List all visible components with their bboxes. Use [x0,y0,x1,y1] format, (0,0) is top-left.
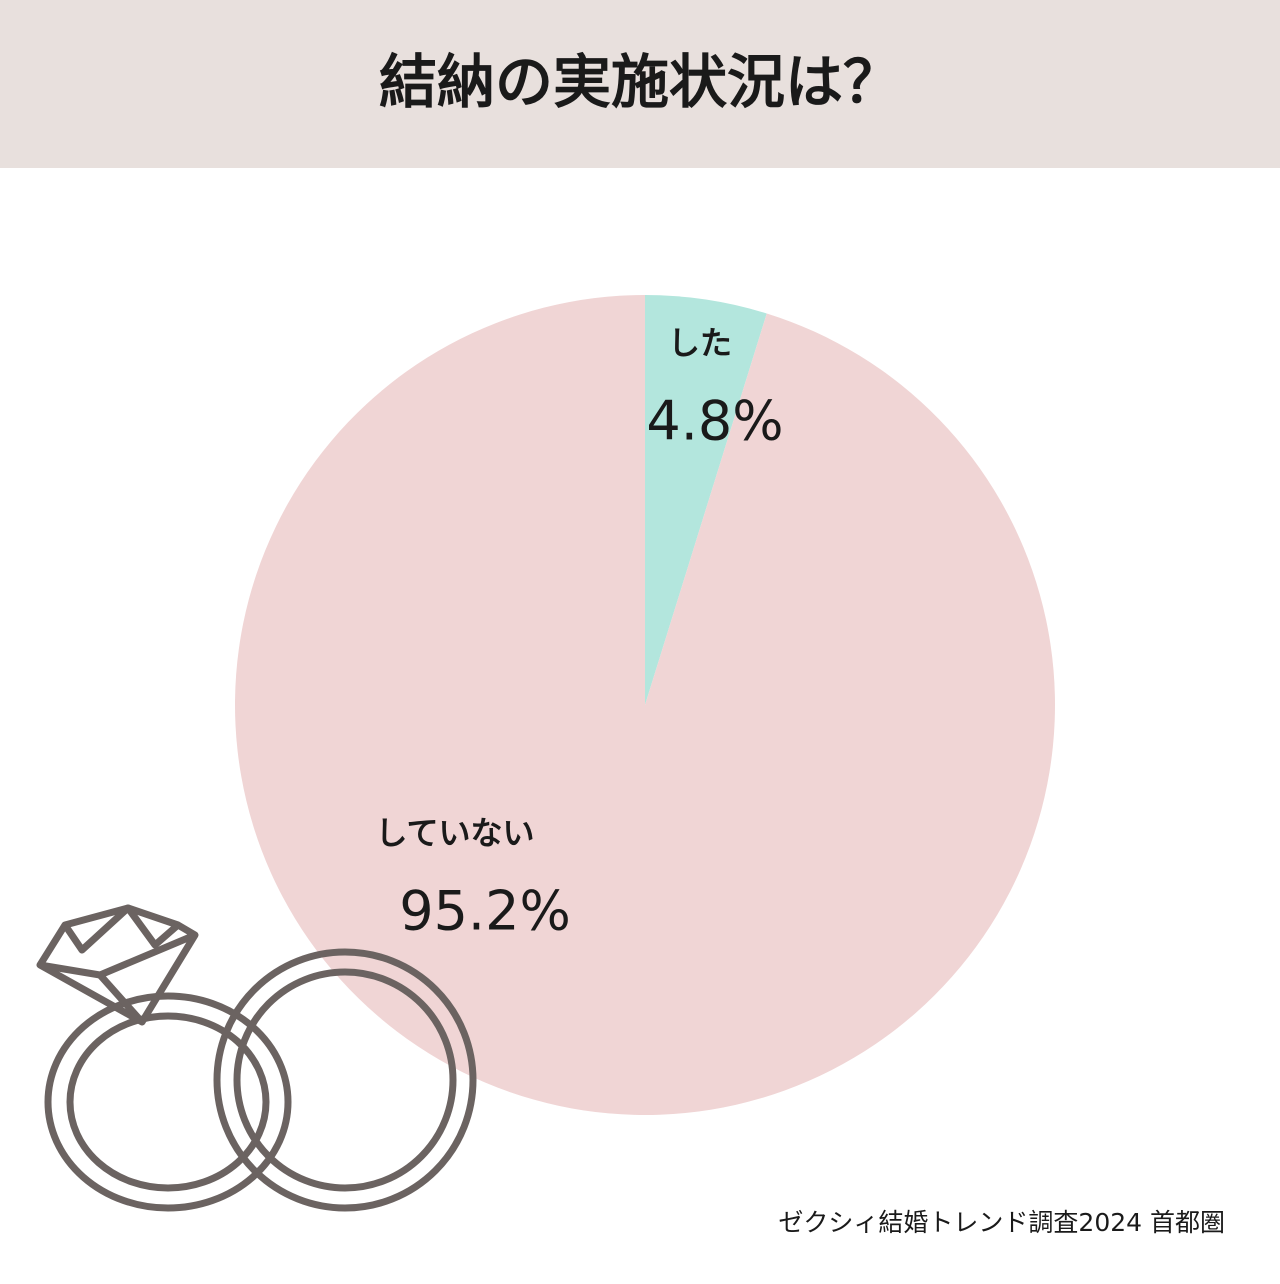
ring2-inner [233,968,457,1192]
ring-inner [66,1012,270,1192]
value-label: 95.2% [399,880,571,943]
slice-label: していない [375,814,534,852]
chart-title: 結納の実施状況は？ [379,48,901,116]
header-band [0,0,1280,168]
value-label: 4.8% [646,390,783,453]
rings-illustration [36,904,477,1212]
pie-slice [235,295,1056,1115]
pie [235,295,1056,1115]
slice-label: した [668,324,732,362]
ring-outer [44,992,292,1212]
ring2-outer [213,948,477,1212]
pie-slice [645,295,767,705]
diamond-facet [97,972,145,1025]
diamond-facets [62,904,181,954]
pie-labels: した 4.8% していない 95.2% [375,324,783,943]
source-note: ゼクシィ結婚トレンド調査2024 首都圏 [778,1208,1225,1237]
